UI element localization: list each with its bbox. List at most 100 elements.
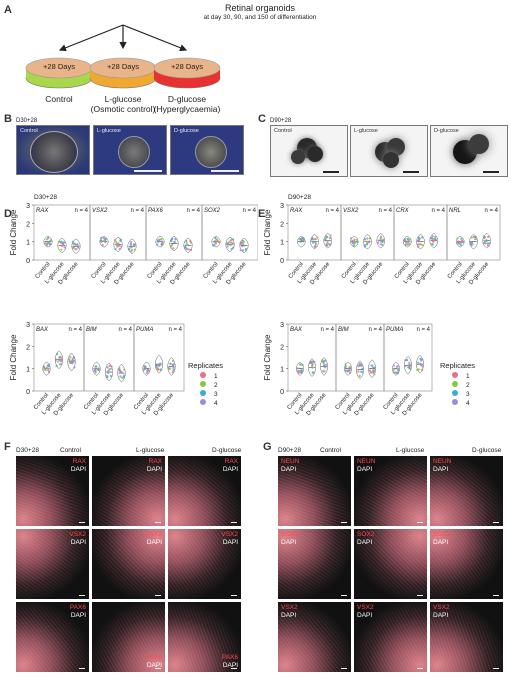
chart-time-label: D30+28 [34,194,57,201]
data-point [417,245,420,248]
legend-entry-label: 4 [214,400,218,407]
data-point [46,367,49,370]
data-point [404,365,407,368]
legend-e-entry: 3 [440,390,500,399]
photo-c-l-glucose-label: L-glucose [354,128,378,134]
data-point [97,367,100,370]
data-point [409,363,412,367]
legend-e-title: Replicates [440,361,476,370]
data-point [350,237,353,240]
data-point [381,243,384,247]
photo-c-d-glucose-label: D-glucose [434,128,459,134]
data-point [108,364,111,367]
n-label: n = 4 [484,208,498,214]
data-point [488,242,491,245]
data-point [325,244,329,247]
legend-d-entries: 1 2 3 4 [188,372,248,408]
scale-bar [231,668,237,669]
legend-swatch [452,381,458,387]
panel-label-b: B [4,113,12,125]
stain-marker-label: NEUN [281,458,300,465]
n-label: n = 4 [368,327,382,333]
data-point [392,364,395,367]
data-point [404,240,407,243]
gene-label: SOX2 [204,208,221,214]
data-point [421,368,424,372]
data-point [395,365,398,368]
legend-entry-label: 2 [214,382,218,389]
scale-bar [155,668,161,669]
data-point [58,356,61,359]
data-point [100,239,103,242]
data-point [470,236,473,239]
facet-frame [201,204,258,261]
data-point [366,237,369,240]
data-point [487,235,490,238]
data-point [170,239,173,243]
data-point [71,240,74,243]
violin [167,357,176,376]
photo-c-control-label: Control [274,128,292,134]
data-point [120,245,123,248]
data-point [322,361,325,364]
data-point [60,362,63,365]
data-point [108,367,111,371]
facet-frame [133,323,185,392]
stain-counter-label: DAPI [222,662,238,669]
legend-entry-label: 2 [466,382,470,389]
data-point [117,368,120,371]
data-point [404,243,407,246]
data-point [363,244,366,247]
y-tick-label: 2 [26,221,30,228]
data-point [486,242,489,245]
legend-d: Replicates 1 2 3 4 [188,361,248,408]
data-point [356,240,359,244]
data-point [301,363,304,366]
data-point [370,364,373,367]
legend-e-entries: 1 2 3 4 [440,372,500,408]
dish-d-glucose-text: +28 Days [171,62,203,71]
data-point [344,365,347,368]
data-point [239,243,242,246]
condition-d-glucose-sublabel: (Hyperglycaemia) [153,104,221,114]
violin [356,360,364,380]
data-point [49,239,52,242]
data-point [404,359,407,362]
legend-entry-label: 3 [214,391,218,398]
gene-label: NRL [449,208,461,214]
data-point [107,369,110,372]
scale-bar [417,595,423,596]
legend-swatch [452,390,458,396]
y-tick-label: 1 [26,240,30,247]
y-tick-label: 1 [280,367,284,374]
panel-f-image: VSX2 DAPI [16,529,89,599]
data-point [47,240,50,244]
data-point [68,358,71,361]
data-point [172,368,175,372]
data-point [128,248,131,251]
data-point [119,375,122,378]
stain-marker-label: SOX2 [281,531,299,538]
organoid-c-control-lobe [307,146,323,162]
data-point [311,363,314,366]
photo-b-l-glucose-label: L-glucose [97,128,121,134]
data-point [187,248,191,251]
data-point [72,242,75,246]
data-point [129,243,133,246]
y-tick-label: 3 [26,322,30,329]
legend-swatch [200,372,206,378]
panel-f-image: PAX6 DAPI [92,602,165,672]
stain-marker-label: NEUN [357,458,376,465]
data-point [377,239,381,242]
data-point [123,368,126,371]
data-point [432,240,435,243]
legend-entry-label: 1 [466,373,470,380]
legend-entry-label: 1 [214,373,218,380]
data-point [160,243,163,247]
data-point [106,366,109,369]
stain-counter-label: DAPI [222,466,238,473]
violin [55,350,63,370]
data-point [94,367,97,370]
data-point [239,249,242,252]
scale-bar [493,668,499,669]
